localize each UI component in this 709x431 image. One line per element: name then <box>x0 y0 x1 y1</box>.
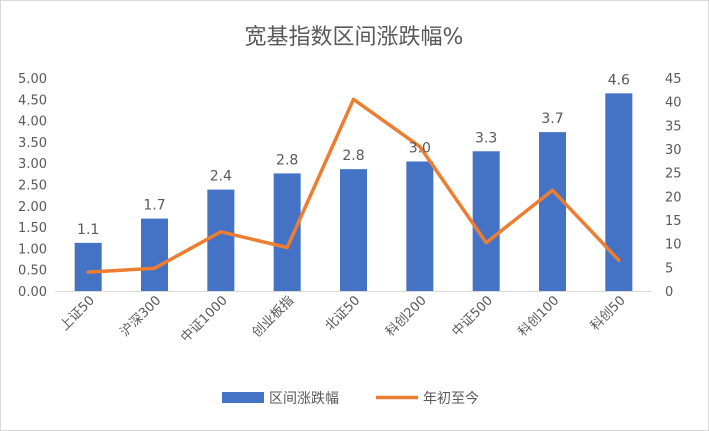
left-axis-tick-label: 2.50 <box>18 179 47 194</box>
legend-label-bar: 区间涨跌幅 <box>269 391 339 407</box>
line-series <box>86 97 621 274</box>
right-axis-tick-label: 35 <box>665 119 682 134</box>
left-axis-tick-label: 0.00 <box>18 285 47 300</box>
bar-data-label: 1.1 <box>77 222 99 238</box>
left-axis-tick-label: 3.50 <box>18 136 47 151</box>
bar-data-label: 3.3 <box>475 130 497 146</box>
chart-title: 宽基指数区间涨跌幅% <box>245 25 464 50</box>
right-axis-tick-label: 25 <box>665 167 682 182</box>
bar-data-label: 4.6 <box>608 72 630 88</box>
legend-swatch-bar <box>222 392 264 403</box>
left-axis-tick-label: 4.00 <box>18 115 47 130</box>
bar <box>141 218 168 291</box>
right-axis-tick-label: 15 <box>665 214 682 229</box>
left-axis-tick-label: 4.50 <box>18 93 47 108</box>
right-axis-tick-label: 5 <box>665 261 673 276</box>
bar-data-label: 3.0 <box>409 140 431 156</box>
left-axis-tick-label: 3.00 <box>18 157 47 172</box>
bar <box>539 132 566 291</box>
right-axis-tick-label: 20 <box>665 190 682 205</box>
right-axis-tick-label: 30 <box>665 143 682 158</box>
left-axis-tick-label: 1.00 <box>18 242 47 257</box>
right-axis-tick-label: 45 <box>665 72 682 87</box>
left-axis-tick-label: 1.50 <box>18 221 47 236</box>
bar-data-label: 3.7 <box>541 111 563 127</box>
bar-data-label: 1.7 <box>143 198 165 214</box>
bar-series <box>74 93 633 291</box>
left-axis-tick-label: 0.50 <box>18 264 47 279</box>
right-axis-tick-label: 40 <box>665 96 682 111</box>
bar-data-label: 2.8 <box>276 152 298 168</box>
right-axis: 0 5 10 15 20 25 30 35 40 45 <box>665 72 682 300</box>
bar-data-labels: 1.1 1.7 2.4 2.8 2.8 3.0 3.3 3.7 4.6 <box>77 72 630 238</box>
legend-label-line: 年初至今 <box>423 390 479 407</box>
bar <box>340 169 367 291</box>
legend: 区间涨跌幅 年初至今 <box>222 390 479 407</box>
bar <box>74 242 102 291</box>
bar-data-label: 2.8 <box>342 148 364 164</box>
bar <box>406 161 434 291</box>
right-axis-tick-label: 0 <box>665 285 673 300</box>
left-axis: 0.00 0.50 1.00 1.50 2.00 2.50 3.00 3.50 4.00 4.50… <box>18 72 47 300</box>
bar <box>207 189 235 291</box>
bar <box>472 151 500 291</box>
left-axis-tick-label: 2.00 <box>18 200 47 215</box>
left-axis-tick-label: 5.00 <box>18 72 47 87</box>
bar <box>273 173 301 291</box>
right-axis-tick-label: 10 <box>665 238 682 253</box>
bar-data-label: 2.4 <box>210 169 232 185</box>
